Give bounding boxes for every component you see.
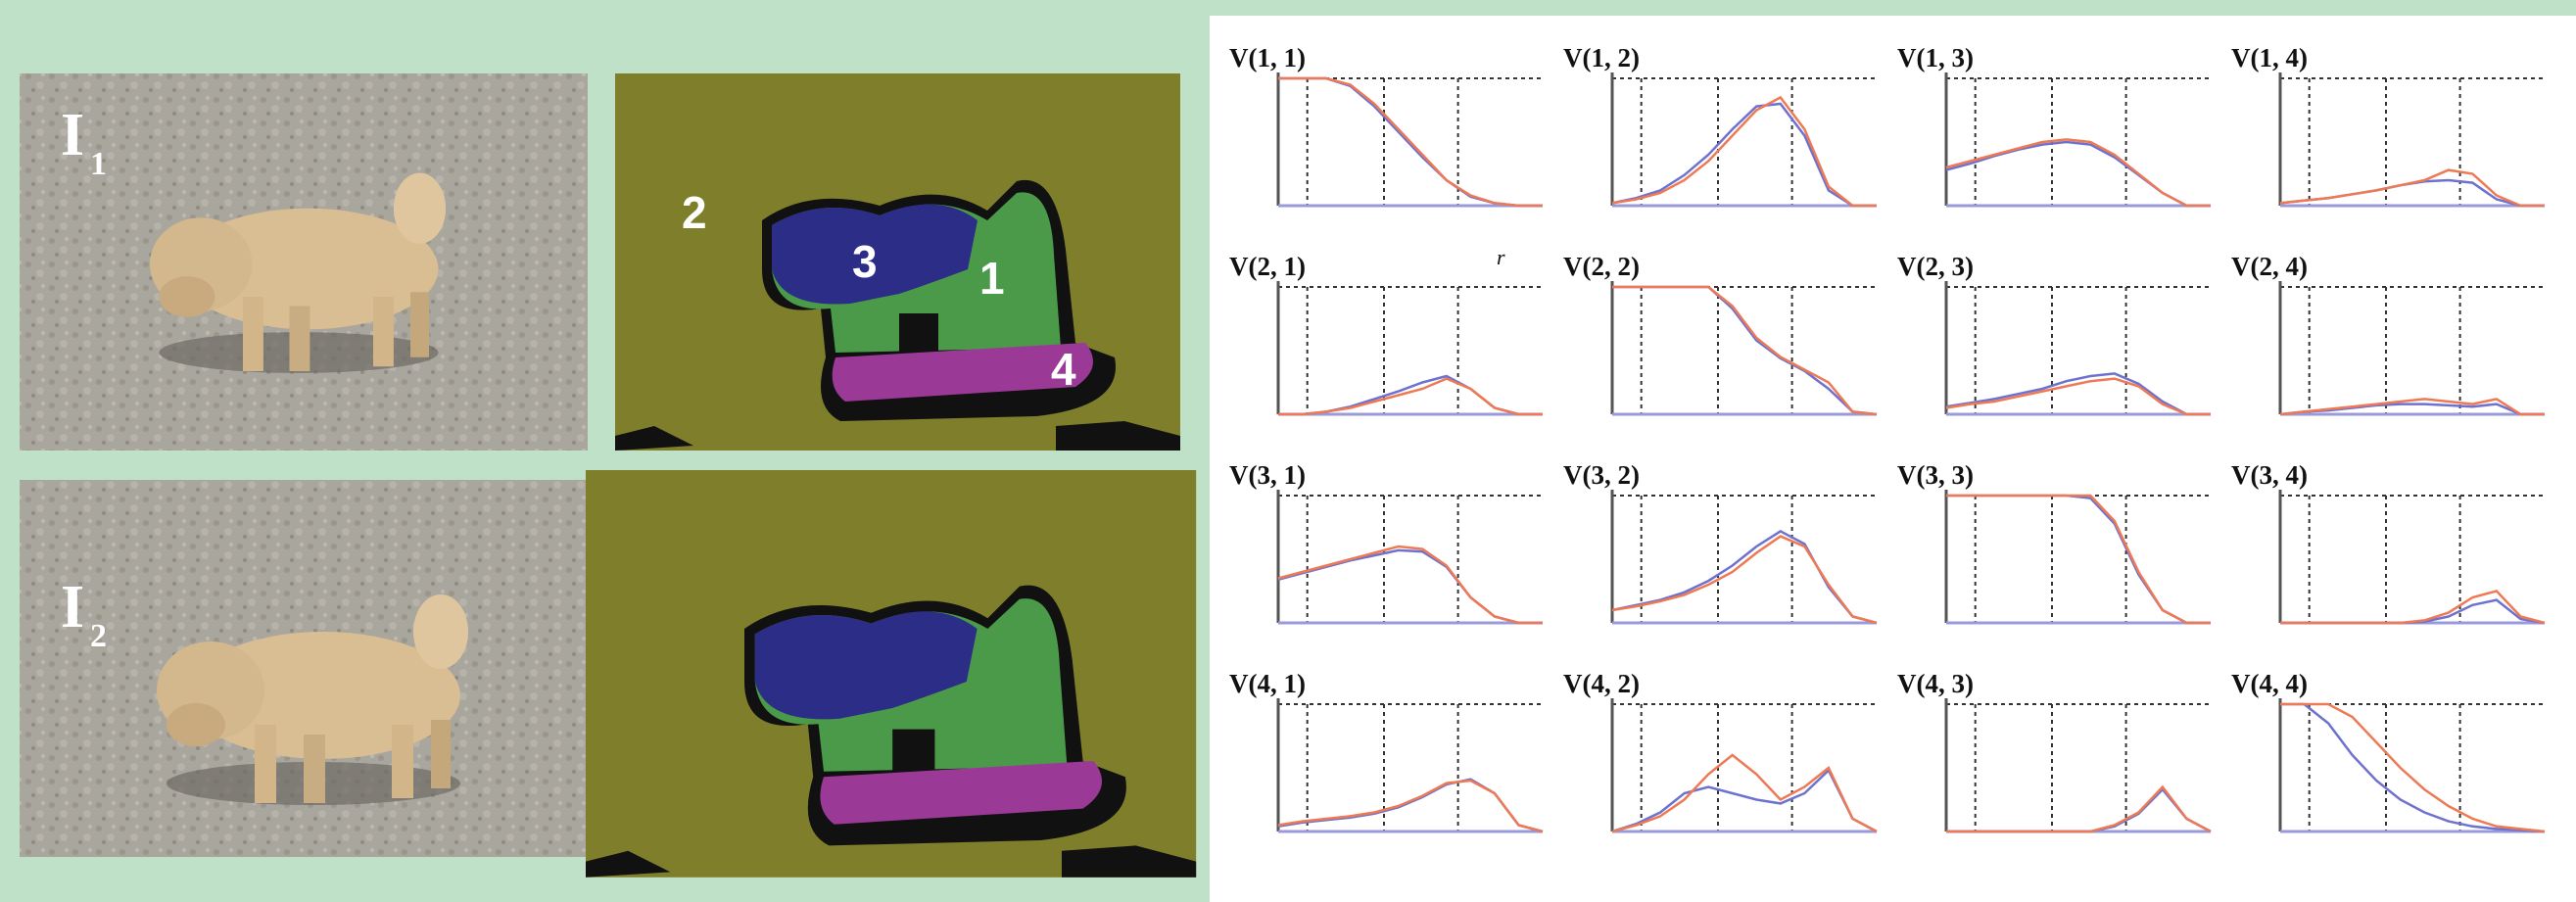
plot-title: V(4, 3): [1897, 669, 1974, 698]
plot-title: V(3, 1): [1229, 460, 1306, 490]
segmentation-map: 2 3 1 4: [615, 73, 1180, 451]
plot-title: V(4, 4): [2231, 669, 2308, 698]
plot-title: V(3, 2): [1563, 460, 1640, 490]
segment-label: 4: [1051, 344, 1076, 395]
plot-title: V(2, 2): [1563, 252, 1640, 281]
plot-title: V(3, 3): [1897, 460, 1974, 490]
plot-title: V(2, 4): [2231, 252, 2308, 281]
image-subscript: 2: [90, 618, 107, 654]
segment-label: 2: [682, 187, 707, 238]
photo: I 1: [20, 73, 588, 451]
top-border: [1210, 0, 2576, 16]
plot-title: V(1, 3): [1897, 43, 1974, 72]
plot-title: V(3, 4): [2231, 460, 2308, 490]
plot-title: V(1, 2): [1563, 43, 1640, 72]
plot-title: V(1, 4): [2231, 43, 2308, 72]
plot-title: V(1, 1): [1229, 43, 1306, 72]
image-label: I: [61, 574, 84, 641]
image-subscript: 1: [90, 146, 107, 182]
plot-title: V(4, 1): [1229, 669, 1306, 698]
image-label: I: [61, 102, 84, 168]
plot-title: V(2, 1): [1229, 252, 1306, 281]
axis-label: r: [1497, 245, 1505, 269]
segment-label: 1: [979, 253, 1005, 304]
figure: I 1 I 2 2 3 1 4 V(1, 1) V(1, 2) V(1, 3) V(1…: [0, 0, 2576, 902]
plot-title: V(2, 3): [1897, 252, 1974, 281]
plot-title: V(4, 2): [1563, 669, 1640, 698]
segmentation-map: [586, 470, 1196, 878]
segment-label: 3: [852, 236, 878, 287]
photo: I 2: [20, 480, 588, 857]
right-panel: [1210, 0, 2576, 902]
